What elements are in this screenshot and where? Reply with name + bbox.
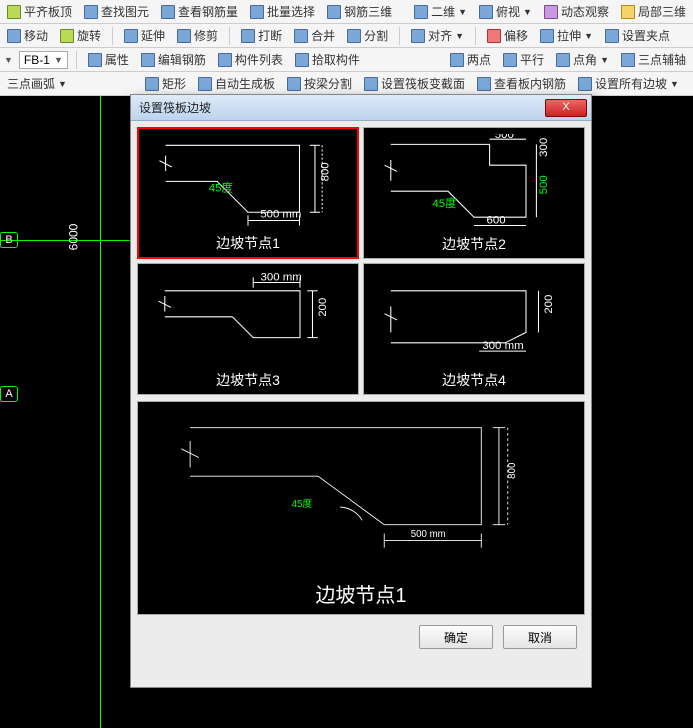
dialog-title: 设置筏板边坡	[139, 99, 211, 116]
toolbar-row-3: ▼ FB-1▼ 属性 编辑钢筋 构件列表 拾取构件 两点 平行 点角 ▼ 三点辅…	[0, 48, 693, 72]
tb-move[interactable]: 移动	[4, 26, 51, 45]
ok-button[interactable]: 确定	[419, 625, 493, 649]
grid-node-a: A	[0, 386, 18, 402]
slope-dialog: 设置筏板边坡 X 45度 500 mm 800 边坡	[130, 94, 592, 688]
tb-batch-select[interactable]: 批量选择	[247, 2, 318, 21]
tb-trim[interactable]: 修剪	[174, 26, 221, 45]
slope-thumb-3[interactable]: 300 mm 200 边坡节点3	[137, 263, 359, 395]
preview-caption: 边坡节点1	[138, 579, 584, 608]
tb-offset[interactable]: 偏移	[484, 26, 531, 45]
slope-thumb-1[interactable]: 45度 500 mm 800 边坡节点1	[137, 127, 359, 259]
tb-two-point[interactable]: 两点	[447, 50, 494, 69]
tb-split[interactable]: 分割	[344, 26, 391, 45]
tb-merge[interactable]: 合并	[291, 26, 338, 45]
thumb-caption: 边坡节点3	[138, 370, 358, 390]
tb-local-3d[interactable]: 局部三维	[618, 2, 689, 21]
angle-text: 45度	[209, 181, 233, 195]
tb-point-angle[interactable]: 点角 ▼	[553, 50, 612, 69]
svg-text:300 mm: 300 mm	[482, 340, 523, 352]
svg-text:300 mm: 300 mm	[260, 271, 301, 283]
svg-text:300: 300	[538, 138, 550, 157]
tb-top-view[interactable]: 俯视 ▼	[476, 2, 535, 21]
dialog-titlebar[interactable]: 设置筏板边坡 X	[131, 95, 591, 121]
tb-2d[interactable]: 二维 ▼	[411, 2, 470, 21]
separator	[76, 51, 77, 69]
grid-node-b: B	[0, 232, 18, 248]
separator	[112, 27, 113, 45]
tb-three-point-aux[interactable]: 三点辅轴	[618, 50, 689, 69]
preview-dim-v: 800	[507, 462, 518, 479]
tb-split-by-beam[interactable]: 按梁分割	[284, 74, 355, 93]
svg-text:800: 800	[319, 162, 331, 181]
svg-text:45度: 45度	[432, 196, 456, 210]
tb-component-list[interactable]: 构件列表	[215, 50, 286, 69]
tb-extend[interactable]: 延伸	[121, 26, 168, 45]
toolbar-row-2: 移动 旋转 延伸 修剪 打断 合并 分割 对齐 ▼ 偏移 拉伸 ▼ 设置夹点	[0, 24, 693, 48]
separator	[475, 27, 476, 45]
svg-text:500 mm: 500 mm	[260, 208, 301, 220]
axis-vertical	[100, 96, 101, 728]
separator	[229, 27, 230, 45]
svg-text:500: 500	[495, 134, 514, 141]
tb-view-slab-rebar[interactable]: 查看板内钢筋	[474, 74, 569, 93]
tb-edit-rebar[interactable]: 编辑钢筋	[138, 50, 209, 69]
svg-text:200: 200	[317, 298, 329, 317]
tb-align-top[interactable]: 平齐板顶	[4, 2, 75, 21]
axis-horizontal	[0, 240, 130, 241]
tb-parallel[interactable]: 平行	[500, 50, 547, 69]
preview-angle: 45度	[292, 497, 313, 510]
tb-rect[interactable]: 矩形	[142, 74, 189, 93]
tb-rotate[interactable]: 旋转	[57, 26, 104, 45]
tb-view-rebar[interactable]: 查看钢筋量	[158, 2, 241, 21]
svg-text:200: 200	[543, 295, 555, 314]
tb-grip[interactable]: 设置夹点	[602, 26, 673, 45]
slope-thumb-2[interactable]: 45度 500 600 300 500 边坡节点2	[363, 127, 585, 259]
tb-break[interactable]: 打断	[238, 26, 285, 45]
tb-auto-slab[interactable]: 自动生成板	[195, 74, 278, 93]
dialog-close-button[interactable]: X	[545, 99, 587, 117]
tb-orbit[interactable]: 动态观察	[541, 2, 612, 21]
slope-preview: 45度 500 mm 800 边坡节点1	[137, 401, 585, 615]
tb-set-section[interactable]: 设置筏板变截面	[361, 74, 468, 93]
svg-text:500: 500	[538, 175, 550, 194]
thumb-caption: 边坡节点4	[364, 370, 584, 390]
tb-align[interactable]: 对齐 ▼	[408, 26, 467, 45]
tb-set-all-slope[interactable]: 设置所有边坡 ▼	[575, 74, 682, 93]
toolbar-row-4: 三点画弧 ▼ 矩形 自动生成板 按梁分割 设置筏板变截面 查看板内钢筋 设置所有…	[0, 72, 693, 96]
thumb-caption: 边坡节点1	[139, 233, 357, 253]
component-dropdown[interactable]: FB-1▼	[19, 51, 68, 69]
dimension-6000: 6000	[66, 224, 80, 251]
svg-text:600: 600	[486, 214, 505, 226]
tb-pick-component[interactable]: 拾取构件	[292, 50, 363, 69]
tb-properties[interactable]: 属性	[85, 50, 132, 69]
cancel-button[interactable]: 取消	[503, 625, 577, 649]
tb-rebar-3d[interactable]: 钢筋三维	[324, 2, 395, 21]
thumb-caption: 边坡节点2	[364, 234, 584, 254]
tb-stretch[interactable]: 拉伸 ▼	[537, 26, 596, 45]
tb-find-element[interactable]: 查找图元	[81, 2, 152, 21]
slope-thumb-4[interactable]: 300 mm 200 边坡节点4	[363, 263, 585, 395]
toolbar-row-1: 平齐板顶 查找图元 查看钢筋量 批量选择 钢筋三维 二维 ▼ 俯视 ▼ 动态观察…	[0, 0, 693, 24]
tb-three-point-arc[interactable]: 三点画弧 ▼	[4, 74, 70, 93]
separator	[399, 27, 400, 45]
preview-dim-h: 500 mm	[411, 529, 446, 540]
